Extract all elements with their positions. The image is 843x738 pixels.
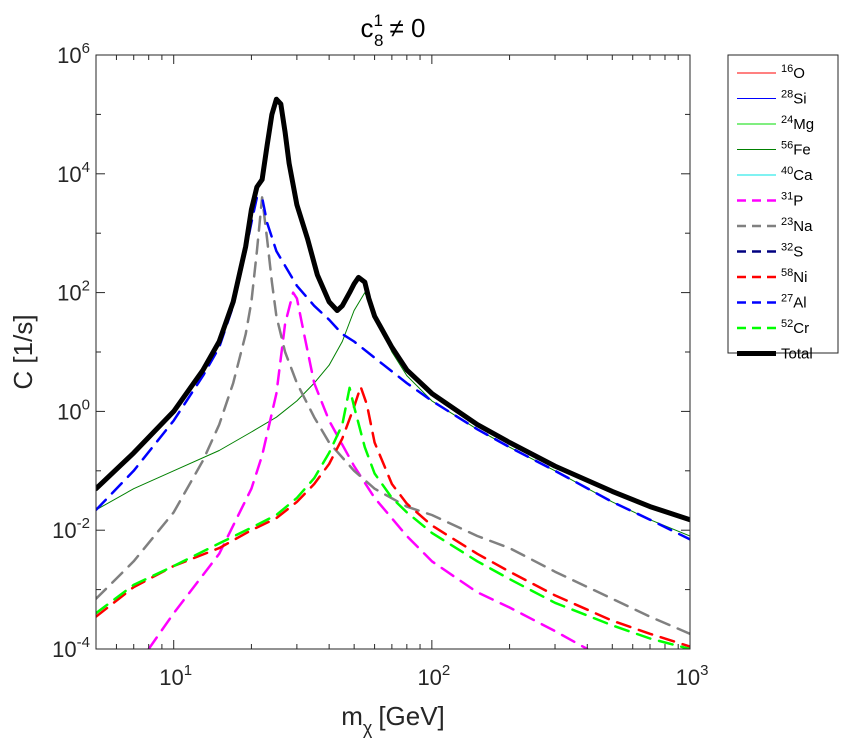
x-tick-label: 103 xyxy=(676,662,709,690)
legend-label-ni: 58Ni xyxy=(781,267,807,286)
legend-label-fe: 56Fe xyxy=(781,140,811,159)
legend-label-p: 31P xyxy=(781,191,803,210)
legend-label-mg: 24Mg xyxy=(781,114,814,133)
legend: 16O 28Si 24Mg 56Fe 40Ca 31P 23Na 32S 58Ni 27Al 52C… xyxy=(737,63,814,363)
y-tick-label: 10-2 xyxy=(52,515,90,543)
legend-label-na: 23Na xyxy=(781,216,813,235)
chart-title: c1 8 ≠ 0 xyxy=(361,11,426,50)
legend-label-o: 16O xyxy=(781,63,805,82)
y-tick-label: 10-4 xyxy=(52,634,90,662)
y-tick-label: 104 xyxy=(57,159,90,187)
series-line-cr xyxy=(96,386,690,649)
legend-label-total: Total xyxy=(781,346,813,363)
y-tick-label: 100 xyxy=(57,396,90,424)
legend-label-al: 27Al xyxy=(781,293,807,312)
legend-box xyxy=(727,54,839,354)
x-tick-label: 102 xyxy=(417,662,450,690)
y-axis-label: C [1/s] xyxy=(8,314,38,389)
curves xyxy=(96,96,690,649)
x-axis-label: mχ [GeV] xyxy=(341,701,445,738)
series-line-fe xyxy=(96,292,690,537)
legend-label-cr: 52Cr xyxy=(781,318,809,337)
series-line-na xyxy=(96,196,690,636)
legend-label-si: 28Si xyxy=(781,89,807,108)
series-line-p xyxy=(147,291,589,649)
series-line-total xyxy=(96,96,690,523)
y-tick-label: 102 xyxy=(57,278,90,306)
legend-label-s: 32S xyxy=(781,242,803,261)
y-tick-label: 106 xyxy=(57,40,90,68)
x-tick-label: 101 xyxy=(159,662,192,690)
ticks: 101 102 103 10-4 10-2 100 102 104 106 xyxy=(52,40,708,690)
series-line-ni xyxy=(96,385,690,648)
legend-label-ca: 40Ca xyxy=(781,165,813,184)
